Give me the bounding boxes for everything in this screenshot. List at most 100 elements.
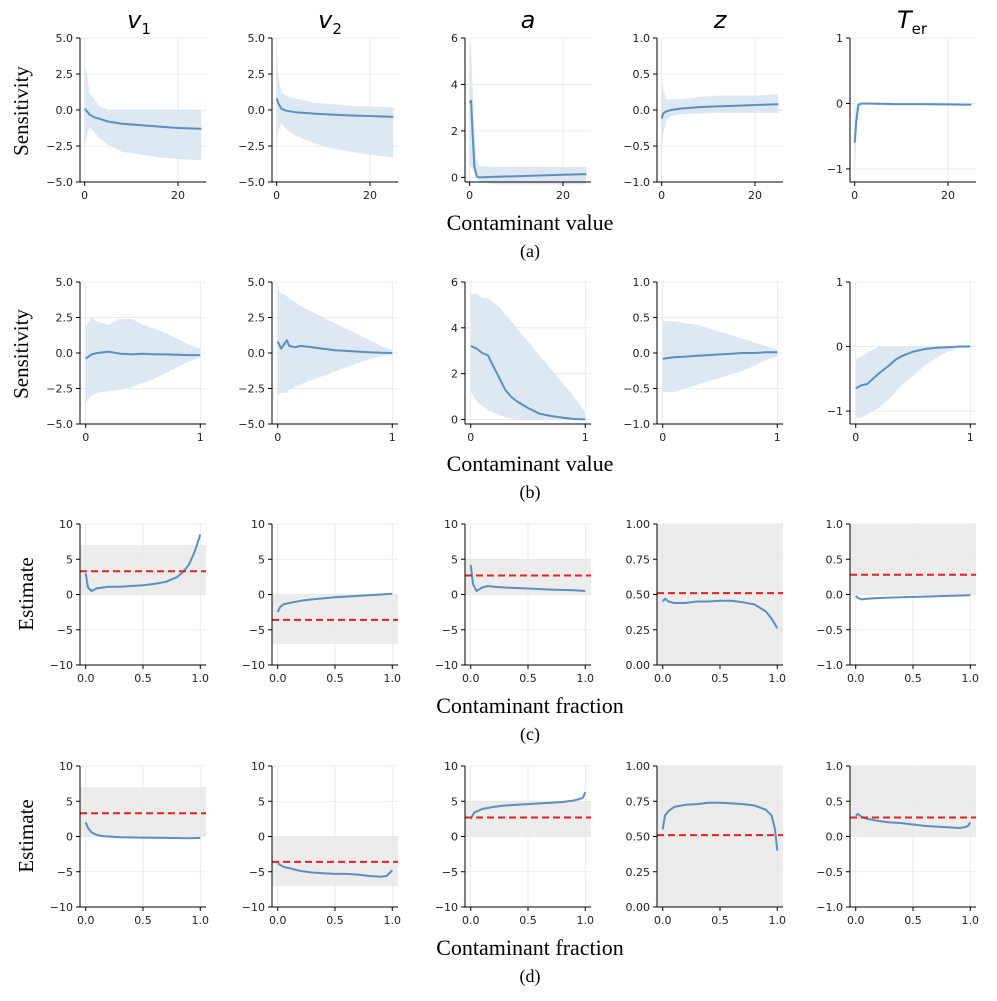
panel-c-1-ytick-label-0: −10 bbox=[50, 659, 73, 672]
panel-a-1-ytick-label-0: −5.0 bbox=[46, 176, 73, 189]
panel-b-3: 0 2 4 6 0 1 bbox=[451, 276, 591, 444]
panel-a-2-series-line bbox=[275, 98, 394, 118]
panel-c-1-xtick-label-1: 0.5 bbox=[134, 672, 152, 685]
panel-a-4-ytick-label-0: −1.0 bbox=[623, 176, 650, 189]
panel-a-3-ytick-label-1: 2 bbox=[451, 125, 458, 138]
panel-c-4-xtick-label-1: 0.5 bbox=[711, 672, 729, 685]
panel-b-1-ytick-label-0: −5.0 bbox=[46, 418, 73, 431]
panel-a-2-interval-band bbox=[276, 45, 394, 158]
panel-b-1-xtick-label-1: 1 bbox=[197, 431, 204, 444]
panel-d-2-ytick-label-2: 0 bbox=[258, 831, 265, 844]
ylabel-row-c: Estimate bbox=[14, 557, 38, 630]
panel-c-3-series-line bbox=[469, 564, 586, 592]
panel-c-5-ytick-label-2: 0.0 bbox=[826, 589, 844, 602]
panel-d-4-xtick-label-2: 1.0 bbox=[769, 914, 787, 927]
panel-a-3-series-line bbox=[468, 99, 587, 179]
panel-c-2: −10 −5 0 5 10 0.0 0.5 1.0 bbox=[242, 518, 401, 685]
panel-d-5-ytick-label-2: 0.0 bbox=[826, 831, 844, 844]
panel-a-4-xtick-label-1: 20 bbox=[748, 189, 762, 202]
xlabel-row-d: Contaminant fraction bbox=[436, 935, 624, 960]
panel-b-4: −1.0 −0.5 0.0 0.5 1.0 0 1 bbox=[623, 276, 783, 444]
column-title-4: z bbox=[713, 6, 728, 34]
column-title-3: a bbox=[521, 6, 536, 34]
panel-b-5-xtick-label-0: 0 bbox=[852, 431, 859, 444]
panel-a-2-ytick-label-2: 0.0 bbox=[248, 104, 266, 117]
panel-c-3: −10 −5 0 5 10 0.0 0.5 1.0 bbox=[435, 518, 594, 685]
panel-a-4: −1.0 −0.5 0.0 0.5 1.0 0 20 bbox=[623, 32, 783, 202]
panel-d-1-xtick-label-2: 1.0 bbox=[192, 914, 210, 927]
panel-b-3-xtick-label-0: 0 bbox=[467, 431, 474, 444]
subfig-label-a: (a) bbox=[520, 241, 540, 262]
panel-d-4-xtick-label-0: 0.0 bbox=[654, 914, 672, 927]
panel-b-5-ytick-label-2: 1 bbox=[836, 276, 843, 289]
panel-b-1-ytick-label-3: 2.5 bbox=[56, 312, 74, 325]
xlabel-row-a: Contaminant value bbox=[447, 210, 614, 235]
panel-c-2-ytick-label-4: 10 bbox=[251, 518, 265, 531]
panel-c-3-xtick-label-0: 0.0 bbox=[462, 672, 480, 685]
panel-d-1-series-line bbox=[84, 822, 201, 840]
panel-a-4-interval-band bbox=[661, 77, 779, 150]
panel-c-1-series-line bbox=[84, 534, 202, 592]
panel-c-5-ytick-label-0: −1.0 bbox=[816, 659, 843, 672]
panel-c-3-ytick-label-3: 5 bbox=[451, 553, 458, 566]
panel-c-3-ytick-label-0: −10 bbox=[435, 659, 458, 672]
panel-d-4-xtick-label-1: 0.5 bbox=[711, 914, 729, 927]
panel-c-5-series-line bbox=[855, 594, 971, 601]
panel-d-2-ytick-label-3: 5 bbox=[258, 795, 265, 808]
column-titles: v1 v2 a z Ter bbox=[127, 6, 928, 38]
panel-c-5-ytick-label-4: 1.0 bbox=[826, 518, 844, 531]
xlabel-row-b: Contaminant value bbox=[447, 451, 614, 476]
panel-c-5: −1.0 −0.5 0.0 0.5 1.0 0.0 0.5 1.0 bbox=[816, 518, 979, 685]
panel-b-1: −5.0 −2.5 0.0 2.5 5.0 0 1 bbox=[46, 276, 206, 444]
panel-b-4-interval-band bbox=[662, 321, 778, 393]
panel-c-4-ytick-label-2: 0.50 bbox=[626, 589, 651, 602]
ylabel-row-b: Sensitivity bbox=[9, 309, 33, 399]
panel-b-3-ytick-label-1: 2 bbox=[451, 368, 458, 381]
panel-a-5-xtick-label-0: 0 bbox=[851, 189, 858, 202]
panel-d-5-ytick-label-3: 0.5 bbox=[826, 795, 844, 808]
panel-c-2-ytick-label-3: 5 bbox=[258, 553, 265, 566]
panel-a-2-xtick-label-0: 0 bbox=[273, 189, 280, 202]
panel-b-3-ytick-label-0: 0 bbox=[451, 413, 458, 426]
subfig-label-d: (d) bbox=[520, 966, 541, 987]
panel-b-4-series-line bbox=[662, 351, 778, 360]
panel-c-2-xtick-label-1: 0.5 bbox=[326, 672, 344, 685]
panel-a-1: −5.0 −2.5 0.0 2.5 5.0 0 20 bbox=[46, 32, 206, 202]
panel-a-1-ytick-label-2: 0.0 bbox=[56, 104, 74, 117]
subfig-label-c: (c) bbox=[520, 724, 540, 745]
panel-c-4: 0.00 0.25 0.50 0.75 1.00 0.0 0.5 1.0 bbox=[626, 518, 787, 685]
panel-b-4-ytick-label-2: 0.0 bbox=[633, 347, 651, 360]
panel-a-5-ytick-label-2: 1 bbox=[836, 32, 843, 45]
panel-b-1-interval-band bbox=[85, 317, 201, 403]
panel-c-1-ytick-label-2: 0 bbox=[66, 589, 73, 602]
panel-d-2-xtick-label-2: 1.0 bbox=[384, 914, 402, 927]
panel-b-4-ytick-label-1: −0.5 bbox=[623, 383, 650, 396]
panel-a-1-xtick-label-0: 0 bbox=[81, 189, 88, 202]
panel-a-5-xtick-label-1: 20 bbox=[941, 189, 955, 202]
panel-a-1-series-line bbox=[83, 107, 202, 130]
panel-c-2-xtick-label-0: 0.0 bbox=[269, 672, 287, 685]
panel-a-4-xtick-label-0: 0 bbox=[658, 189, 665, 202]
panel-a-3-ytick-label-2: 4 bbox=[451, 78, 458, 91]
panel-c-4-xtick-label-0: 0.0 bbox=[654, 672, 672, 685]
panel-d-2-xtick-label-0: 0.0 bbox=[269, 914, 287, 927]
panel-a-5-ytick-label-1: 0 bbox=[836, 97, 843, 110]
panel-a-2-ytick-label-1: −2.5 bbox=[238, 140, 265, 153]
panel-c-2-ytick-label-2: 0 bbox=[258, 589, 265, 602]
panel-d-4-ytick-label-0: 0.00 bbox=[626, 901, 651, 914]
panel-a-1-interval-band bbox=[84, 66, 202, 161]
panel-c-2-xtick-label-2: 1.0 bbox=[384, 672, 402, 685]
panel-d-1-xtick-label-1: 0.5 bbox=[134, 914, 152, 927]
panel-d-3-ytick-label-1: −5 bbox=[442, 866, 458, 879]
panel-c-5-ytick-label-1: −0.5 bbox=[816, 624, 843, 637]
panel-d-1-ytick-label-4: 10 bbox=[59, 760, 73, 773]
panel-b-4-xtick-label-1: 1 bbox=[774, 431, 781, 444]
panel-a-1-ytick-label-1: −2.5 bbox=[46, 140, 73, 153]
panel-b-3-ytick-label-3: 6 bbox=[451, 276, 458, 289]
panel-c-4-series-line bbox=[661, 597, 779, 629]
panel-b-5-xtick-label-1: 1 bbox=[967, 431, 974, 444]
panel-b-5-ytick-label-0: −1 bbox=[827, 405, 843, 418]
panel-c-4-ytick-label-0: 0.00 bbox=[626, 659, 651, 672]
panel-d-4-ytick-label-3: 0.75 bbox=[626, 795, 651, 808]
